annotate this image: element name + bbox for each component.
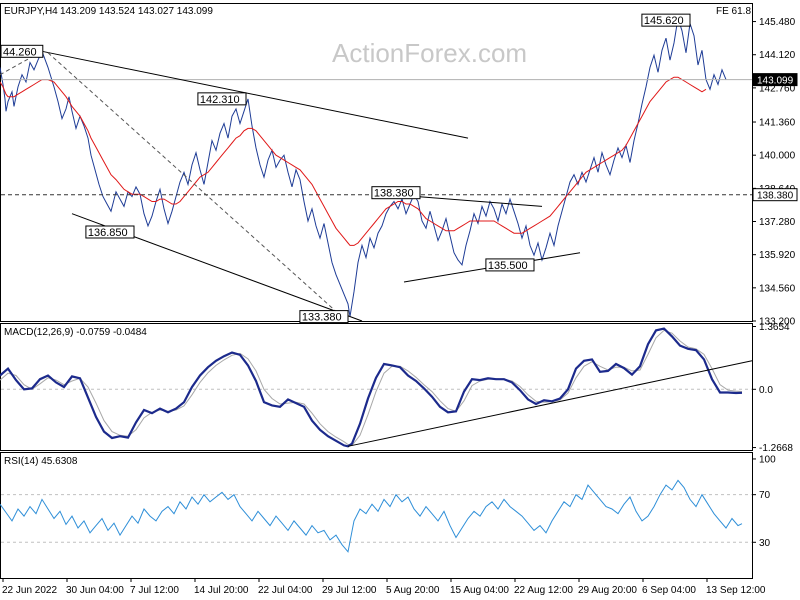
x-tick-label: 7 Jul 12:00 [130, 585, 179, 596]
x-tick-label: 5 Aug 20:00 [386, 585, 440, 596]
macd-trendline [347, 360, 753, 447]
moving-average-line [0, 76, 707, 246]
callout-label: 135.500 [488, 260, 528, 272]
callout-label: 142.310 [200, 94, 240, 106]
current-price-label: 143.099 [757, 76, 794, 87]
price-tick-label: 134.560 [759, 283, 796, 294]
price-tick-label: 133.200 [759, 317, 796, 328]
callout-label: 44.260 [3, 46, 37, 58]
x-tick-label: 6 Sep 04:00 [642, 585, 696, 596]
x-tick-label: 22 Jul 04:00 [258, 585, 313, 596]
callout-label: 138.380 [374, 188, 414, 200]
rsi-tick-label: 30 [759, 538, 771, 549]
ohlc-label: 143.209 143.524 143.027 143.099 [60, 6, 213, 17]
rsi-tick-label: 70 [759, 490, 771, 501]
price-trendline [47, 52, 345, 319]
x-tick-label: 22 Jun 2022 [2, 585, 57, 596]
price-tick-label: 137.280 [759, 217, 796, 228]
price-tick-label: 145.480 [759, 17, 796, 28]
axis-layer: 145.480144.120142.760141.360140.000138.6… [2, 17, 798, 596]
callout-box [371, 186, 421, 200]
level-tag [752, 188, 798, 202]
x-tick-label: 15 Aug 04:00 [450, 585, 509, 596]
watermark: ActionForex.com [332, 38, 527, 68]
rsi-label: RSI(14) 45.6308 [4, 456, 78, 467]
x-tick-label: 14 Jul 20:00 [194, 585, 249, 596]
macd-label: MACD(12,26,9) -0.0759 -0.0484 [4, 327, 147, 338]
price-tick-label: 140.000 [759, 151, 796, 162]
callout-label: 133.380 [302, 312, 342, 324]
callout-box [485, 258, 535, 272]
price-tick-label: 142.760 [759, 83, 796, 94]
x-tick-label: 29 Aug 20:00 [578, 585, 637, 596]
callout-label: 145.620 [644, 15, 684, 27]
macd-main-line [0, 327, 743, 448]
level-label: 138.380 [757, 191, 794, 202]
current-price-tag [752, 73, 798, 87]
callout-box [197, 92, 247, 106]
macd-tick-label: -1.2668 [759, 443, 793, 454]
callout-box [299, 310, 349, 324]
grid-layer [1, 388, 752, 543]
series-layer [0, 17, 743, 553]
macd-tick-label: 0.0 [759, 385, 773, 396]
x-tick-label: 13 Sep 12:00 [706, 585, 766, 596]
x-tick-label: 30 Jun 04:00 [66, 585, 124, 596]
price-trendline [417, 196, 543, 207]
price-tick-label: 141.360 [759, 118, 796, 129]
price-series-line [0, 17, 727, 317]
price-tick-label: 135.920 [759, 250, 796, 261]
rsi-line [0, 479, 743, 553]
price-trendline [0, 50, 43, 76]
symbol-label: EURJPY,H4 [4, 6, 58, 17]
price-tick-label: 144.120 [759, 50, 796, 61]
macd-signal-line [0, 329, 743, 446]
x-tick-label: 29 Jul 12:00 [322, 585, 377, 596]
macd-panel [0, 323, 753, 451]
callout-layer: 44.260 142.310 136.850 133.380 138.380 135.50… [0, 13, 691, 324]
price-panel [0, 3, 753, 322]
rsi-panel [0, 452, 753, 579]
callout-box [0, 44, 44, 58]
macd-tick-label: 1.3654 [759, 322, 790, 333]
price-trendline [41, 50, 469, 139]
rsi-tick-label: 100 [759, 454, 776, 465]
callout-box [641, 13, 691, 27]
x-tick-label: 22 Aug 12:00 [514, 585, 573, 596]
fib-label: FE 61.8 [716, 6, 751, 17]
callout-box [85, 225, 135, 239]
callout-label: 136.850 [88, 227, 128, 239]
